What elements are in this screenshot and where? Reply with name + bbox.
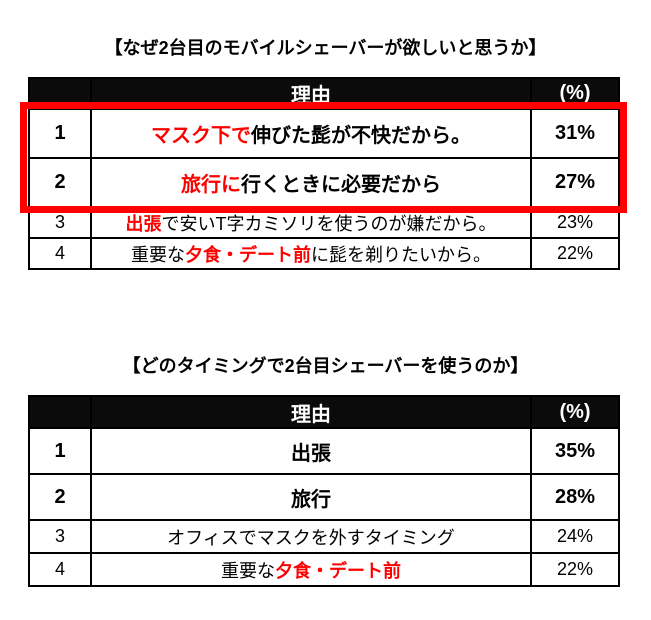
table-when-use-second-shaver: 理由 (%) 1 出張 35% 2 旅行 28% 3 オフィスでマスクを外すタイ…: [28, 395, 620, 587]
table2-header-rank-cell: [28, 395, 92, 429]
percent-cell: 23%: [530, 206, 620, 239]
percent-cell: 22%: [530, 237, 620, 270]
reason-segment-red: 旅行に: [181, 174, 241, 196]
table1-header-row: 理由 (%): [28, 77, 620, 110]
percent-cell: 24%: [530, 519, 620, 554]
table-row-rank1: 1 出張 35%: [28, 427, 620, 475]
reason-segment-red: 夕食・デート前: [275, 560, 401, 581]
reason-cell: 重要な夕食・デート前に髭を剃りたいから。: [90, 237, 532, 270]
table-row-rank4: 4 重要な夕食・デート前に髭を剃りたいから。 22%: [28, 237, 620, 270]
reason-segment: で安いT字カミソリを使うのが嫌だから。: [161, 213, 497, 234]
reason-cell: マスク下で伸びた髭が不快だから。: [90, 108, 532, 159]
percent-cell: 35%: [530, 427, 620, 475]
reason-segment-red: マスク下で: [151, 125, 251, 147]
percent-cell: 27%: [530, 157, 620, 208]
table-row-rank2: 2 旅行 28%: [28, 473, 620, 521]
reason-segment-red: 夕食・デート前: [185, 244, 311, 265]
table1-header-percent-cell: (%): [530, 77, 620, 110]
reason-segment: 行くときに必要だから: [241, 174, 441, 196]
rank-cell: 3: [28, 519, 92, 554]
rank-cell: 2: [28, 473, 92, 521]
reason-segment-red: 出張: [125, 213, 162, 234]
rank-cell: 3: [28, 206, 92, 239]
table-row-rank3: 3 オフィスでマスクを外すタイミング 24%: [28, 519, 620, 554]
section1-title: 【なぜ2台目のモバイルシェーバーが欲しいと思うか】: [104, 38, 547, 58]
table-row-rank4: 4 重要な夕食・デート前 22%: [28, 552, 620, 587]
percent-cell: 28%: [530, 473, 620, 521]
table1-header-rank-cell: [28, 77, 92, 110]
reason-segment: 伸びた髭が不快だから。: [251, 125, 471, 147]
reason-cell: 旅行: [90, 473, 532, 521]
table2-header-row: 理由 (%): [28, 395, 620, 429]
percent-cell: 22%: [530, 552, 620, 587]
table-row-rank1: 1 マスク下で伸びた髭が不快だから。 31%: [28, 108, 620, 159]
reason-segment: に髭を剃りたいから。: [311, 244, 491, 265]
table-row-rank3: 3 出張で安いT字カミソリを使うのが嫌だから。 23%: [28, 206, 620, 239]
rank-cell: 4: [28, 237, 92, 270]
percent-cell: 31%: [530, 108, 620, 159]
rank-cell: 1: [28, 427, 92, 475]
reason-segment: 出張: [291, 442, 331, 465]
reason-cell: 重要な夕食・デート前: [90, 552, 532, 587]
reason-cell: オフィスでマスクを外すタイミング: [90, 519, 532, 554]
rank-cell: 1: [28, 108, 92, 159]
reason-segment: 旅行: [291, 488, 331, 511]
table-row-rank2: 2 旅行に行くときに必要だから 27%: [28, 157, 620, 208]
table-why-second-shaver: 理由 (%) 1 マスク下で伸びた髭が不快だから。 31% 2 旅行に行くときに…: [28, 77, 620, 270]
reason-cell: 出張で安いT字カミソリを使うのが嫌だから。: [90, 206, 532, 239]
table1-header-reason-cell: 理由: [90, 77, 532, 110]
table2-header-reason-cell: 理由: [90, 395, 532, 429]
reason-cell: 旅行に行くときに必要だから: [90, 157, 532, 208]
reason-segment: 重要な: [221, 560, 275, 581]
reason-segment: 重要な: [131, 244, 185, 265]
section2-title: 【どのタイミングで2台目シェーバーを使うのか】: [122, 356, 529, 376]
rank-cell: 4: [28, 552, 92, 587]
rank-cell: 2: [28, 157, 92, 208]
table2-header-percent-cell: (%): [530, 395, 620, 429]
reason-cell: 出張: [90, 427, 532, 475]
reason-segment: オフィスでマスクを外すタイミング: [167, 527, 455, 548]
